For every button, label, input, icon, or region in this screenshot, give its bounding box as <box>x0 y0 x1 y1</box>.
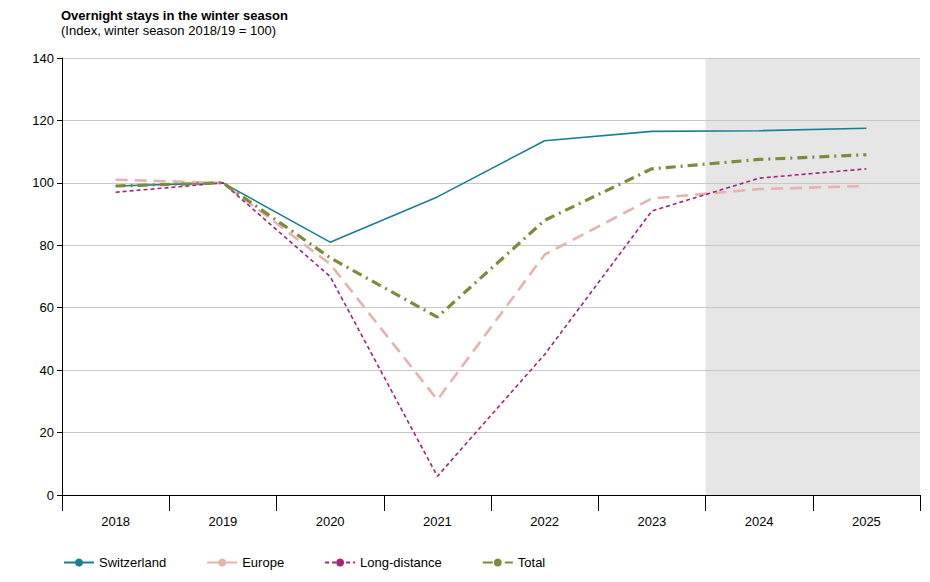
svg-text:100: 100 <box>32 175 54 190</box>
svg-text:40: 40 <box>40 363 54 378</box>
svg-text:2021: 2021 <box>423 514 452 529</box>
svg-text:0: 0 <box>47 488 54 503</box>
svg-text:2020: 2020 <box>316 514 345 529</box>
svg-text:2025: 2025 <box>852 514 881 529</box>
svg-text:(Index, winter season 2018/19: (Index, winter season 2018/19 = 100) <box>61 23 276 38</box>
svg-text:2023: 2023 <box>637 514 666 529</box>
svg-text:2019: 2019 <box>208 514 237 529</box>
svg-text:Europe: Europe <box>242 555 284 570</box>
svg-text:80: 80 <box>40 238 54 253</box>
svg-text:120: 120 <box>32 113 54 128</box>
svg-text:140: 140 <box>32 51 54 66</box>
svg-text:2022: 2022 <box>530 514 559 529</box>
svg-text:2018: 2018 <box>101 514 130 529</box>
svg-text:Total: Total <box>518 555 546 570</box>
svg-text:20: 20 <box>40 425 54 440</box>
svg-text:60: 60 <box>40 300 54 315</box>
svg-text:Long-distance: Long-distance <box>360 555 442 570</box>
svg-text:2024: 2024 <box>745 514 774 529</box>
svg-text:Switzerland: Switzerland <box>99 555 166 570</box>
svg-text:Overnight stays in the winter: Overnight stays in the winter season <box>61 8 288 23</box>
